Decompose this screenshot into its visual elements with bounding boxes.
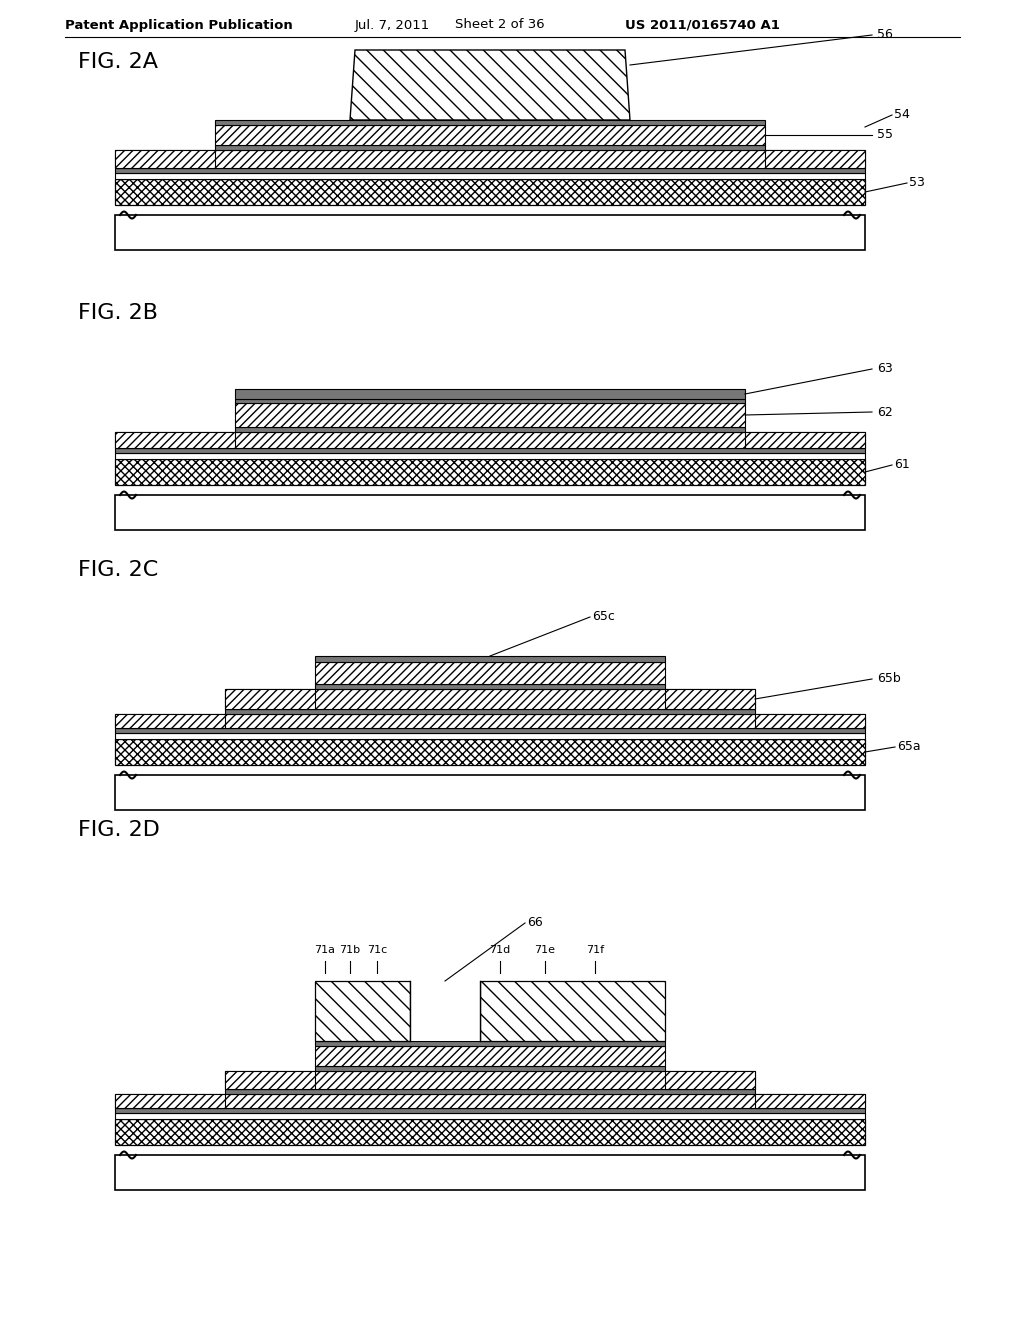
Bar xyxy=(115,215,865,249)
Bar xyxy=(115,495,865,531)
Bar xyxy=(115,1107,865,1113)
Bar xyxy=(115,447,865,453)
Polygon shape xyxy=(350,50,630,120)
Bar xyxy=(225,1071,755,1089)
Text: FIG. 2D: FIG. 2D xyxy=(78,820,160,840)
Polygon shape xyxy=(115,714,225,729)
Bar xyxy=(225,1089,755,1094)
Polygon shape xyxy=(755,1094,865,1107)
Bar xyxy=(234,403,745,426)
Bar xyxy=(115,1113,865,1119)
Text: 62: 62 xyxy=(877,405,893,418)
Text: 63: 63 xyxy=(877,363,893,375)
Polygon shape xyxy=(115,1094,225,1107)
Text: 55: 55 xyxy=(877,128,893,141)
Bar xyxy=(115,459,865,484)
Text: 71d: 71d xyxy=(489,945,511,954)
Bar xyxy=(115,729,865,733)
Text: 65c: 65c xyxy=(592,610,614,623)
Bar xyxy=(410,981,480,1041)
Text: Sheet 2 of 36: Sheet 2 of 36 xyxy=(455,18,545,32)
Polygon shape xyxy=(115,432,234,447)
Bar xyxy=(480,981,665,1041)
Bar xyxy=(234,426,745,432)
Bar xyxy=(115,1155,865,1191)
Bar xyxy=(315,656,665,663)
Text: Jul. 7, 2011: Jul. 7, 2011 xyxy=(355,18,430,32)
Bar xyxy=(115,739,865,766)
Bar xyxy=(115,150,865,168)
Text: 66: 66 xyxy=(527,916,543,929)
Bar xyxy=(225,689,755,709)
Text: FIG. 2C: FIG. 2C xyxy=(78,560,159,579)
Text: 71a: 71a xyxy=(314,945,336,954)
Polygon shape xyxy=(745,432,865,447)
Text: 54: 54 xyxy=(894,108,910,121)
Polygon shape xyxy=(115,150,215,168)
Text: 71e: 71e xyxy=(535,945,555,954)
Bar xyxy=(315,1067,665,1071)
Bar xyxy=(225,709,755,714)
Bar xyxy=(115,733,865,739)
Bar xyxy=(115,180,865,205)
Bar xyxy=(315,684,665,689)
Text: 65a: 65a xyxy=(897,741,921,754)
Bar xyxy=(215,145,765,150)
Bar xyxy=(215,120,765,125)
Polygon shape xyxy=(225,1071,315,1089)
Bar xyxy=(115,432,865,447)
Bar xyxy=(234,399,745,403)
Bar xyxy=(115,775,865,810)
Polygon shape xyxy=(665,1071,755,1089)
Bar xyxy=(115,714,865,729)
Polygon shape xyxy=(765,150,865,168)
Polygon shape xyxy=(665,689,755,709)
Text: US 2011/0165740 A1: US 2011/0165740 A1 xyxy=(625,18,780,32)
Bar xyxy=(115,173,865,180)
Bar xyxy=(115,453,865,459)
Bar xyxy=(215,125,765,145)
Polygon shape xyxy=(225,689,315,709)
Text: 71f: 71f xyxy=(586,945,604,954)
Text: 71c: 71c xyxy=(367,945,387,954)
Polygon shape xyxy=(755,714,865,729)
Bar xyxy=(115,1094,865,1107)
Text: Patent Application Publication: Patent Application Publication xyxy=(65,18,293,32)
Text: 65b: 65b xyxy=(877,672,901,685)
Text: 61: 61 xyxy=(894,458,909,471)
Text: 56: 56 xyxy=(877,29,893,41)
Bar xyxy=(315,1045,665,1067)
Bar xyxy=(115,1119,865,1144)
Bar xyxy=(315,1041,665,1045)
Bar xyxy=(315,981,410,1041)
Text: 71b: 71b xyxy=(339,945,360,954)
Text: FIG. 2A: FIG. 2A xyxy=(78,51,158,73)
Text: 53: 53 xyxy=(909,177,925,190)
Text: FIG. 2B: FIG. 2B xyxy=(78,304,158,323)
Bar xyxy=(234,389,745,399)
Bar xyxy=(115,168,865,173)
Bar xyxy=(315,663,665,684)
